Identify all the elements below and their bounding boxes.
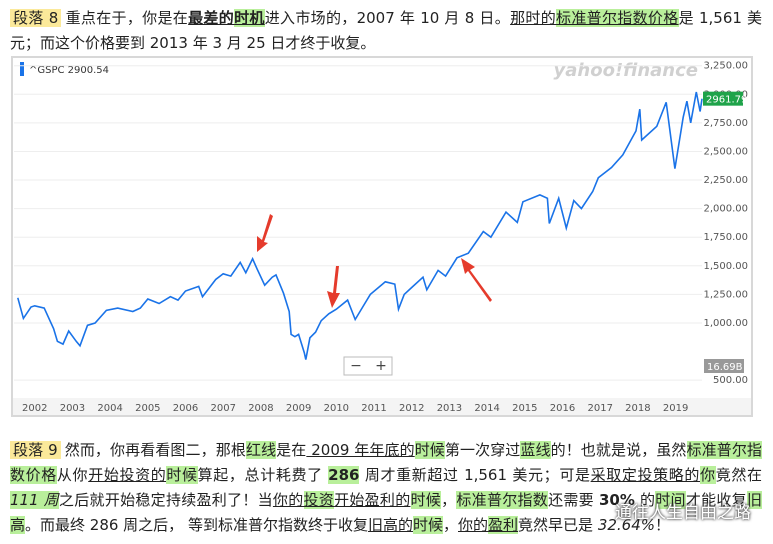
zoom-in[interactable]: + xyxy=(375,358,387,374)
text-run: 286 xyxy=(328,466,360,484)
y-tick-label: 1,500.00 xyxy=(703,261,748,272)
arrow xyxy=(327,266,340,308)
x-tick-label: 2010 xyxy=(324,403,349,414)
watermark: 通往人生自由之路 xyxy=(615,503,751,523)
text-run: 第一次穿过 xyxy=(444,441,521,459)
text-run: 。而最终 286 周之后， 等到标准普尔指数终于收复 xyxy=(25,516,368,534)
text-run: 时候 xyxy=(410,491,442,509)
x-tick-label: 2005 xyxy=(135,403,160,414)
text-run: 竟然在 xyxy=(715,466,762,484)
legend-swatch xyxy=(20,62,24,76)
text-run: 开始盈利的 xyxy=(334,491,411,509)
text-run: 旧高的 xyxy=(367,516,413,534)
text-run: 30% xyxy=(598,491,635,509)
x-tick-label: 2007 xyxy=(211,403,236,414)
text-run: ， xyxy=(442,516,458,534)
y-tick-label: 2,000.00 xyxy=(703,204,748,215)
volume-tag xyxy=(704,359,744,373)
arrow xyxy=(461,258,492,302)
volume-label: 16.69B xyxy=(707,362,743,373)
text-run: 111 周 xyxy=(10,491,59,509)
legend: ^GSPC 2900.54 xyxy=(29,65,109,76)
text-run: 的 xyxy=(634,491,656,509)
text-run: ！ xyxy=(655,516,671,534)
x-tick-label: 2016 xyxy=(550,403,575,414)
x-tick-label: 2018 xyxy=(625,403,650,414)
text-run: 时机 xyxy=(234,9,265,27)
text-run: 时候 xyxy=(166,466,198,484)
text-run: 从你 xyxy=(56,466,89,484)
chart: ^GSPC 2900.54 yahoo!finance 3,250.003,00… xyxy=(11,56,753,417)
paragraph-label: 段落 8 xyxy=(10,9,62,27)
brand: yahoo!finance xyxy=(554,60,698,81)
text-run: 那时的 xyxy=(510,9,557,27)
text-run: 2009 年年底的 xyxy=(306,441,415,459)
x-tick-label: 2004 xyxy=(97,403,122,414)
x-tick-label: 2014 xyxy=(474,403,499,414)
text-run: ， xyxy=(441,491,457,509)
y-tick-label: 3,250.00 xyxy=(703,61,748,72)
last-price-label: 2961.79 xyxy=(706,95,747,106)
y-tick-label: 2,500.00 xyxy=(703,146,748,157)
text-run: 开始投资的 xyxy=(88,466,167,484)
text-run: 时间 xyxy=(655,491,686,509)
text-run: 之后就开始稳定持续盈利了！当 xyxy=(58,491,273,509)
text-run: 蓝线 xyxy=(520,441,551,459)
text-run: 标准普尔指数 xyxy=(456,491,549,509)
y-tick-label: 1,750.00 xyxy=(703,232,748,243)
x-tick-label: 2019 xyxy=(663,403,688,414)
text-run: 最差的 xyxy=(188,9,235,27)
zoom-box xyxy=(343,356,393,376)
text-run: 红线 xyxy=(245,441,277,459)
text-run: 然而，你再看看图二，那根 xyxy=(64,441,246,459)
paragraph: 段落 9 然而，你再看看图二，那根红线是在 2009 年年底的时候第一次穿过蓝线的… xyxy=(10,438,762,538)
text-run: 时候 xyxy=(414,441,445,459)
x-tick-label: 2003 xyxy=(60,403,85,414)
text-run: 盈利 xyxy=(488,516,519,534)
price-line xyxy=(17,91,703,360)
text-run: 是 1,561 美元；而这个价格要到 2013 年 3 月 25 日才终于收复。 xyxy=(10,9,762,52)
x-tick-label: 2002 xyxy=(22,403,47,414)
text-run: 你 xyxy=(700,466,716,484)
y-tick-label: 2,250.00 xyxy=(703,175,748,186)
last-price-tag xyxy=(703,91,743,106)
text-run: 你的 xyxy=(272,491,304,509)
x-axis-strip xyxy=(13,398,751,415)
text-run: 时候 xyxy=(412,516,443,534)
text-run: 是在 xyxy=(276,441,307,459)
paragraph-label: 段落 9 xyxy=(10,441,61,459)
text-run: 才能收复 xyxy=(685,491,747,509)
x-tick-label: 2012 xyxy=(399,403,424,414)
text-run: 的！也就是说，虽然 xyxy=(550,441,687,459)
text-run: 进入市场的，2007 年 10 月 8 日。 xyxy=(264,9,511,27)
x-tick-label: 2017 xyxy=(587,403,612,414)
paragraph: 段落 8 重点在于，你是在最差的时机进入市场的，2007 年 10 月 8 日。那… xyxy=(10,6,762,56)
text-run: 还需要 xyxy=(548,491,599,509)
y-tick-label: 500.00 xyxy=(713,375,748,386)
text-run: 重点在于，你是在 xyxy=(65,9,189,27)
x-tick-label: 2008 xyxy=(248,403,273,414)
x-tick-label: 2011 xyxy=(361,403,386,414)
x-tick-label: 2009 xyxy=(286,403,311,414)
chart-frame xyxy=(11,56,753,417)
y-tick-label: 2,750.00 xyxy=(703,118,748,129)
x-tick-label: 2015 xyxy=(512,403,537,414)
text-run: 采取定投策略的 xyxy=(590,466,701,484)
y-tick-label: 1,250.00 xyxy=(703,289,748,300)
arrow xyxy=(257,214,273,252)
x-tick-label: 2006 xyxy=(173,403,198,414)
text-run: 周才重新超过 1,561 美元；可是 xyxy=(359,466,591,484)
x-tick-label: 2013 xyxy=(437,403,462,414)
zoom-out[interactable]: − xyxy=(350,358,362,374)
text-run: 算起，总计耗费了 xyxy=(197,466,329,484)
y-tick-label: 1,000.00 xyxy=(703,318,748,329)
text-run: 标准普尔指数价格 xyxy=(556,9,679,27)
text-run: 投资 xyxy=(303,491,335,509)
text-run: 32.64% xyxy=(597,516,656,534)
text-run: 竟然早已是 xyxy=(518,516,598,534)
text-run: 你的 xyxy=(458,516,489,534)
